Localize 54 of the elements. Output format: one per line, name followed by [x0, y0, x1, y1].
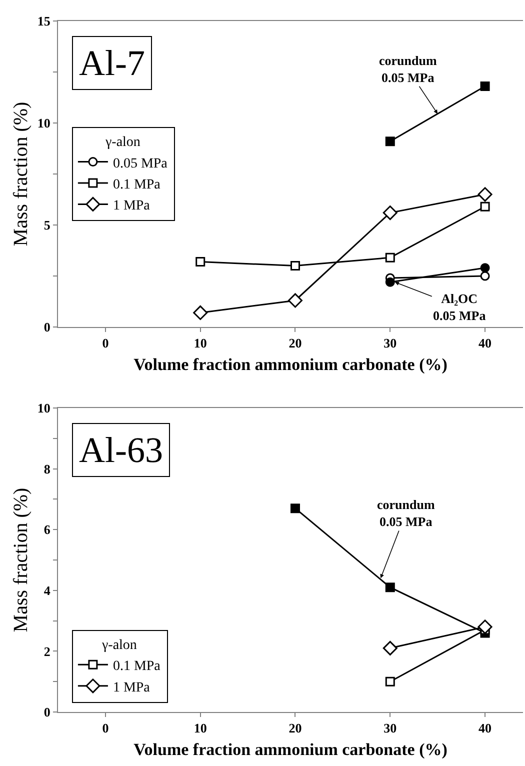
x-tick-label: 20: [288, 336, 302, 351]
y-tick-label: 6: [44, 522, 51, 538]
y-tick-label: 4: [44, 582, 51, 598]
point: [290, 261, 300, 271]
legend-title: γ-alon: [100, 638, 137, 654]
y-tick-label: 10: [37, 400, 50, 416]
point: [480, 263, 490, 273]
x-tick-label: 10: [194, 720, 207, 736]
text: Al-7: [79, 43, 145, 83]
annotation: corundum 0.05 MPa: [379, 53, 437, 85]
x-tick-label: 30: [384, 720, 397, 736]
x-axis-title: Volume fraction ammonium carbonate (%): [134, 740, 448, 759]
x-tick-label: 40: [478, 720, 492, 736]
legend-title: γ-alon: [104, 135, 140, 150]
legend-label: 0.05 MPa: [112, 156, 168, 172]
y-axis-title: Mass fraction (%): [10, 102, 32, 246]
point: [478, 620, 492, 634]
point: [288, 293, 302, 308]
legend-label: 1 MPa: [112, 680, 151, 696]
x-tick-label: 0: [102, 720, 109, 736]
x-axis-title: Volume fraction ammonium carbonate (%): [134, 355, 448, 374]
y-tick-label: 10: [37, 116, 50, 131]
point: [480, 82, 490, 92]
x-tick-label: 20: [288, 720, 302, 736]
y-tick-label: 2: [44, 644, 50, 659]
legend-label: 0.1 MPa: [112, 177, 162, 192]
y-tick-label: 0: [44, 320, 50, 335]
text: Al-63: [79, 430, 163, 470]
point: [193, 305, 208, 320]
point: [478, 187, 492, 202]
y-axis-title: Mass fraction (%): [10, 488, 32, 632]
y-tick-label: 15: [37, 14, 51, 29]
point: [382, 640, 398, 656]
annotation: Al₂OC 0.05 MPa: [433, 291, 486, 323]
point: [385, 252, 395, 262]
legend-label: 1 MPa: [112, 198, 151, 214]
point: [385, 277, 395, 287]
x-tick-label: 40: [478, 336, 492, 351]
point: [480, 202, 490, 212]
y-tick-label: 0: [44, 704, 50, 720]
point: [385, 676, 395, 686]
point: [290, 504, 300, 514]
legend-label: 0.1 MPa: [112, 659, 162, 674]
point: [382, 206, 398, 220]
y-tick-label: 8: [44, 461, 51, 476]
point: [480, 271, 490, 281]
point: [385, 582, 395, 592]
x-tick-label: 0: [102, 336, 109, 351]
x-tick-label: 30: [384, 336, 397, 351]
y-tick-label: 5: [44, 218, 51, 233]
point: [385, 136, 395, 146]
point: [196, 256, 206, 266]
annotation: corundum 0.05 MPa: [377, 497, 435, 529]
x-tick-label: 10: [194, 336, 207, 351]
